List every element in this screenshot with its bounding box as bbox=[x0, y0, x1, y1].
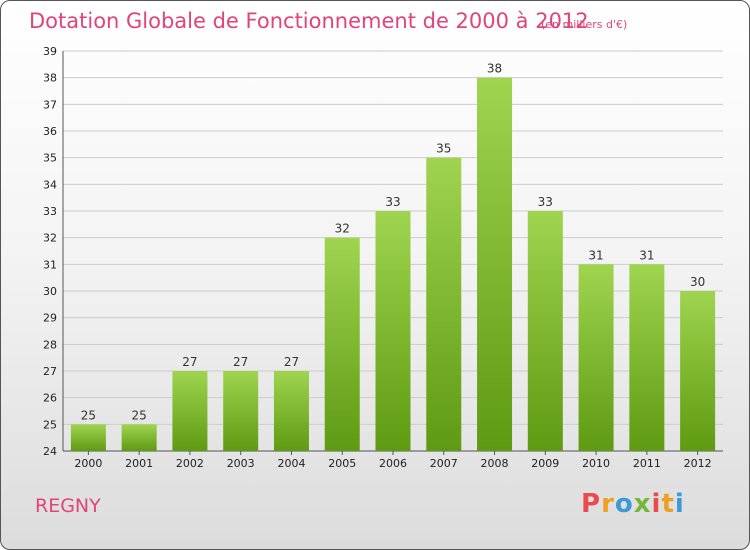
bar bbox=[426, 157, 462, 451]
bar bbox=[527, 211, 563, 451]
bar bbox=[223, 371, 259, 451]
bar-value-label: 38 bbox=[487, 62, 502, 76]
bar-value-label: 31 bbox=[588, 248, 603, 262]
x-tick-label: 2001 bbox=[125, 457, 153, 470]
bar-value-label: 27 bbox=[233, 355, 248, 369]
bar-value-label: 25 bbox=[132, 408, 147, 422]
bar bbox=[172, 371, 208, 451]
bar bbox=[273, 371, 309, 451]
bar-value-label: 35 bbox=[436, 142, 451, 156]
bar-value-label: 33 bbox=[385, 195, 400, 209]
x-tick-label: 2007 bbox=[430, 457, 458, 470]
bar-value-label: 27 bbox=[182, 355, 197, 369]
bar-value-label: 31 bbox=[639, 248, 654, 262]
proxiti-logo: Proxiti bbox=[581, 489, 685, 519]
y-tick-label: 25 bbox=[43, 418, 57, 431]
y-tick-label: 31 bbox=[43, 258, 57, 271]
bar bbox=[70, 424, 106, 451]
y-tick-label: 34 bbox=[43, 178, 57, 191]
y-tick-label: 39 bbox=[43, 45, 57, 58]
bar bbox=[375, 211, 411, 451]
y-tick-label: 32 bbox=[43, 232, 57, 245]
bar-value-label: 30 bbox=[690, 275, 705, 289]
bar bbox=[477, 77, 513, 452]
y-tick-label: 33 bbox=[43, 205, 57, 218]
y-tick-label: 30 bbox=[43, 285, 57, 298]
y-tick-label: 27 bbox=[43, 365, 57, 378]
y-tick-label: 37 bbox=[43, 98, 57, 111]
bar bbox=[121, 424, 157, 451]
chart-subtitle: (en milliers d'€) bbox=[541, 18, 628, 31]
y-tick-label: 35 bbox=[43, 152, 57, 165]
y-tick-label: 38 bbox=[43, 72, 57, 85]
x-tick-label: 2006 bbox=[379, 457, 407, 470]
x-tick-label: 2005 bbox=[328, 457, 356, 470]
bar-value-label: 32 bbox=[335, 222, 350, 236]
y-tick-label: 36 bbox=[43, 125, 57, 138]
chart-title: Dotation Globale de Fonctionnement de 20… bbox=[29, 9, 589, 33]
bar bbox=[578, 264, 614, 451]
bar-value-label: 33 bbox=[538, 195, 553, 209]
x-tick-label: 2000 bbox=[74, 457, 102, 470]
bar bbox=[680, 291, 716, 451]
x-tick-label: 2010 bbox=[582, 457, 610, 470]
y-tick-label: 29 bbox=[43, 312, 57, 325]
x-tick-label: 2003 bbox=[227, 457, 255, 470]
x-tick-label: 2002 bbox=[176, 457, 204, 470]
bar bbox=[324, 237, 360, 451]
x-tick-label: 2004 bbox=[277, 457, 305, 470]
bar-value-label: 27 bbox=[284, 355, 299, 369]
y-tick-label: 24 bbox=[43, 445, 57, 458]
x-tick-label: 2011 bbox=[633, 457, 661, 470]
x-tick-label: 2008 bbox=[481, 457, 509, 470]
bars bbox=[70, 77, 716, 452]
bar bbox=[629, 264, 665, 451]
y-tick-label: 26 bbox=[43, 392, 57, 405]
x-tick-label: 2009 bbox=[531, 457, 559, 470]
commune-name: REGNY bbox=[35, 495, 101, 517]
x-tick-label: 2012 bbox=[684, 457, 712, 470]
labels: 24 25 26 27 28 29 30 31 32 33 34 35 36 37 38 39 25 2000 25… bbox=[43, 45, 712, 470]
y-tick-label: 28 bbox=[43, 338, 57, 351]
bar-value-label: 25 bbox=[81, 408, 96, 422]
